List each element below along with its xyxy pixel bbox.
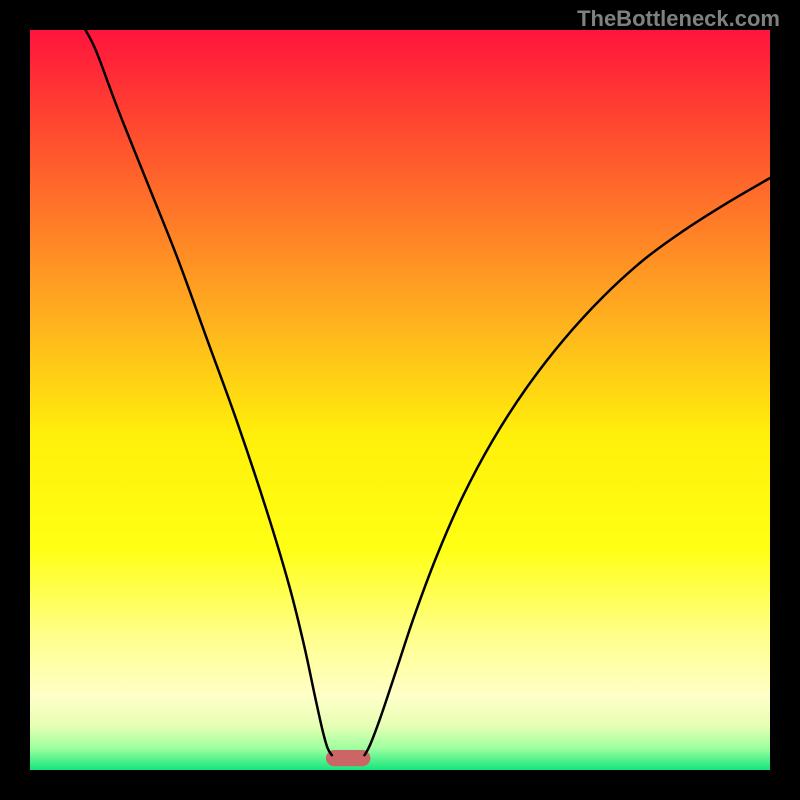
plot-svg xyxy=(30,30,770,770)
bottleneck-marker xyxy=(326,750,370,766)
watermark-text: TheBottleneck.com xyxy=(577,6,780,32)
chart-container: TheBottleneck.com xyxy=(0,0,800,800)
plot-area xyxy=(30,30,770,770)
